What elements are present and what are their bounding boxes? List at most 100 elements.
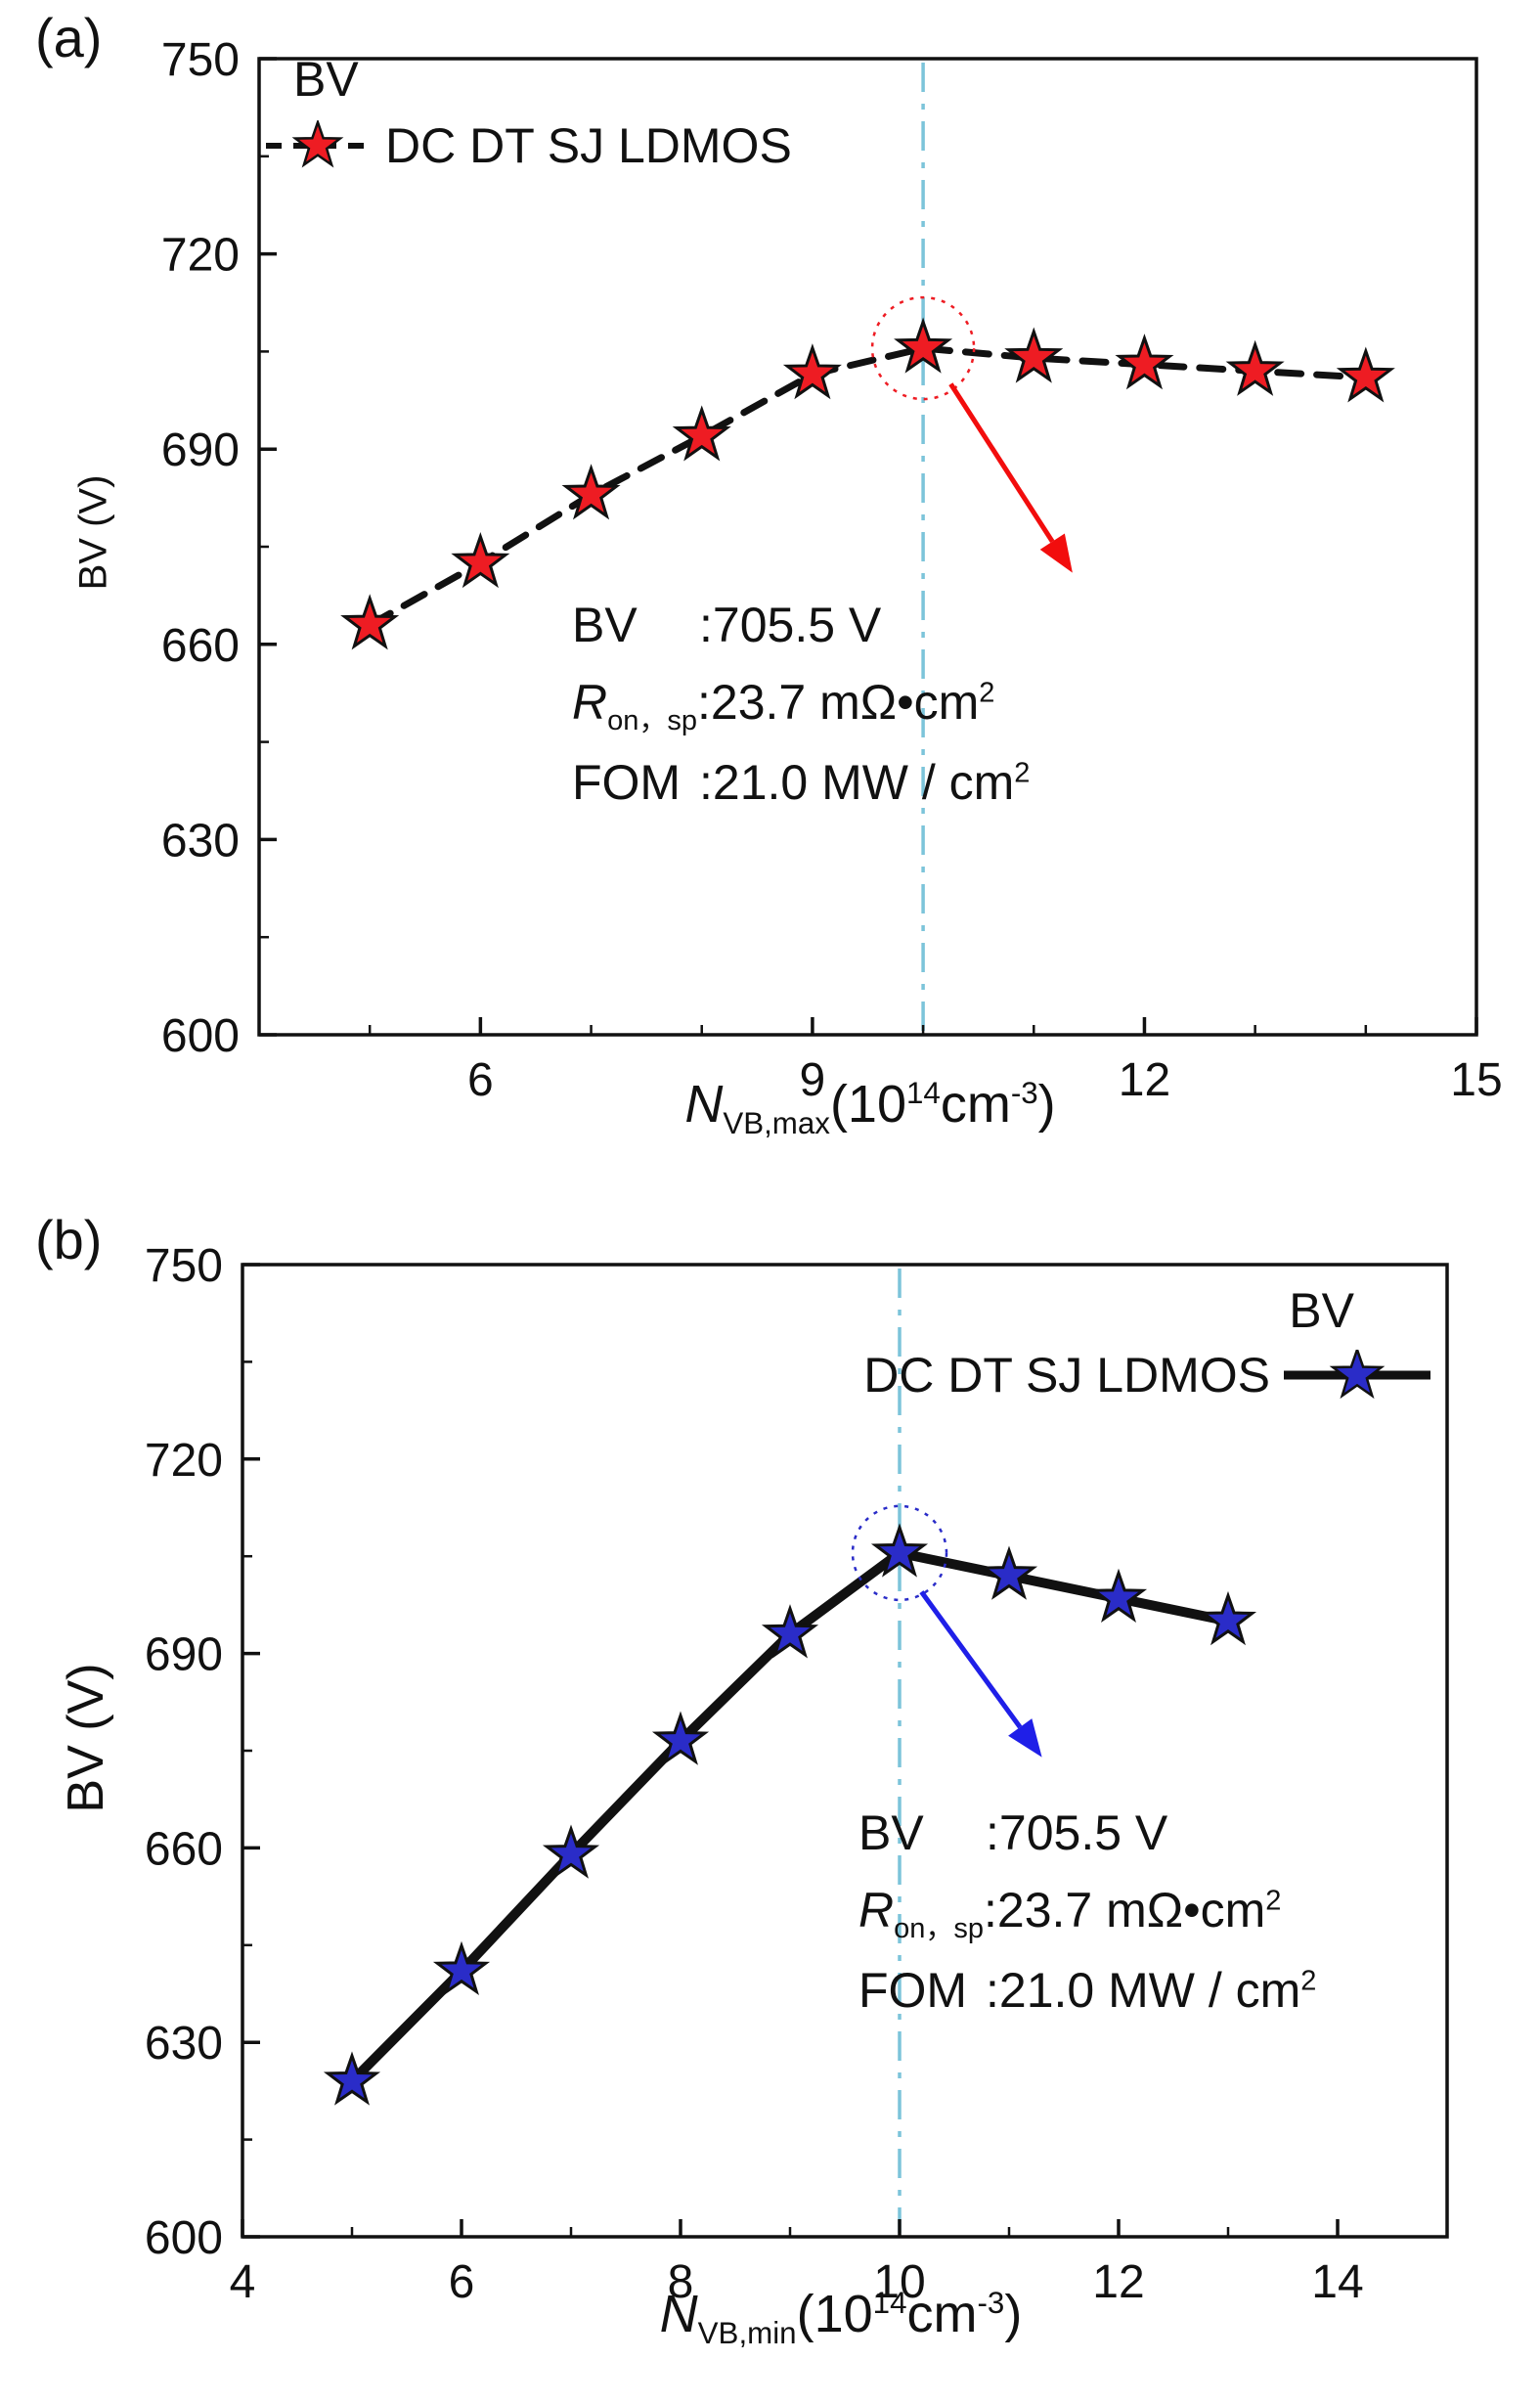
- x-label-symbol: N: [684, 1075, 724, 1134]
- annotation-ron-value: :23.7 mΩ•cm: [984, 1883, 1266, 1937]
- x-label-exponent: 14: [906, 1076, 941, 1110]
- x-label-unit-exponent: -3: [977, 2286, 1005, 2320]
- y-tick-label: 750: [161, 34, 240, 86]
- annotation-bv-value: :705.5 V: [986, 1805, 1168, 1860]
- annotation-fom-line: FOM :21.0 MW / cm2: [858, 1952, 1316, 2029]
- x-label-close: ): [1037, 1075, 1056, 1134]
- data-point-star: [1115, 334, 1174, 390]
- annotation-a: BV:705.5 V Ron，sp:23.7 mΩ•cm2 FOM:21.0 M…: [572, 587, 1030, 822]
- data-point-star: [651, 1711, 710, 1765]
- y-tick-label: 660: [145, 1823, 223, 1875]
- x-label-unit-exponent: -3: [1010, 1076, 1038, 1110]
- data-point-star: [870, 1523, 929, 1578]
- y-axis-label-a: BV (V): [71, 474, 115, 591]
- highlight-circle: [870, 295, 976, 401]
- axes: 6 9 12 15 600 630 660 690 720 750: [161, 34, 1503, 1106]
- y-tick-label: 600: [145, 2212, 223, 2264]
- legend-star-icon: [291, 120, 344, 168]
- chart-b-plot: 4 6 8 10 12 14 600 630 660 690 720 750: [145, 1240, 1449, 2308]
- x-tick-label: 14: [1311, 2256, 1363, 2308]
- x-label-unit: cm: [940, 1075, 1011, 1134]
- annotation-fom-label: FOM: [572, 754, 682, 810]
- x-label-prefix: (10: [829, 1075, 906, 1134]
- x-label-prefix: (10: [796, 2285, 873, 2343]
- legend-title: BV: [293, 52, 359, 107]
- annotation-fom-value: :21.0 MW / cm: [986, 1962, 1301, 2018]
- x-label-close: ): [1004, 2285, 1023, 2343]
- annotation-ron-line: Ron，sp:23.7 mΩ•cm2: [572, 664, 1030, 744]
- annotation-arrow-head: [1039, 533, 1073, 573]
- legend-series-label: DC DT SJ LDMOS: [385, 118, 792, 173]
- annotation-ron-symbol: R: [572, 675, 608, 730]
- data-point-star: [1336, 346, 1395, 403]
- annotation-bv-label: BV: [858, 1805, 924, 1860]
- y-axis-label-b: BV (V): [58, 1663, 114, 1813]
- y-tick-label: 690: [161, 424, 240, 476]
- annotation-b: BV:705.5 V Ron，sp:23.7 mΩ•cm2 FOM:21.0 M…: [858, 1795, 1316, 2029]
- annotation-fom-exponent: 2: [1300, 1965, 1317, 1997]
- annotation-arrow: [948, 382, 1055, 544]
- legend-solid-line-star-icon: [1284, 1350, 1430, 1400]
- legend-entry: DC DT SJ LDMOS: [863, 1347, 1430, 1403]
- data-point-star: [1225, 339, 1285, 396]
- panel-a: 6 9 12 15 600 630 660 690 720 750 (a) BV (V) NVB,…: [35, 7, 1503, 1141]
- legend-star-icon: [1329, 1350, 1386, 1400]
- data-point-star: [782, 343, 842, 400]
- data-point-star: [340, 594, 400, 650]
- highlight-circle: [851, 1504, 948, 1602]
- series-line: [366, 344, 1370, 629]
- legend-a: BV DC DT SJ LDMOS: [264, 51, 792, 174]
- annotation-bv-line: BV:705.5 V: [572, 587, 1030, 664]
- x-label-exponent: 14: [872, 2286, 907, 2320]
- annotation-fom-line: FOM :21.0 MW / cm2: [572, 744, 1030, 822]
- annotation-fom-exponent: 2: [1014, 757, 1031, 789]
- data-point-star: [451, 532, 510, 589]
- y-tick-label: 630: [145, 2018, 223, 2070]
- annotation-ron-subscript: on，sp: [894, 1913, 984, 1944]
- annotation-ron-symbol: R: [858, 1883, 895, 1937]
- x-tick-label: 12: [1092, 2256, 1144, 2308]
- annotation-arrow-head: [1008, 1718, 1042, 1758]
- x-axis-label-b: NVB,min(1014cm-3): [518, 2284, 1164, 2351]
- y-tick-label: 630: [161, 815, 240, 867]
- annotation-ron-subscript: on，sp: [607, 705, 697, 736]
- annotation-fom-value: :21.0 MW / cm: [699, 754, 1015, 810]
- panel-label-b: (b): [35, 1209, 103, 1270]
- annotation-bv-label: BV: [572, 598, 638, 652]
- annotation-ron-line: Ron，sp:23.7 mΩ•cm2: [858, 1872, 1316, 1952]
- annotation-bv-line: BV :705.5 V: [858, 1795, 1316, 1872]
- panel-b: 4 6 8 10 12 14 600 630 660 690 720 750 (b) BV (V) N…: [0, 1202, 1540, 2405]
- x-tick-label: 6: [449, 2256, 475, 2308]
- annotation-ron-value: :23.7 mΩ•cm: [697, 675, 980, 730]
- x-tick-label: 12: [1119, 1054, 1170, 1106]
- data-point-star: [1089, 1568, 1148, 1624]
- x-label-unit: cm: [906, 2285, 978, 2343]
- data-point-star: [672, 405, 731, 462]
- plot-frame: [257, 57, 1478, 1037]
- x-tick-label: 9: [800, 1054, 826, 1106]
- annotation-fom-label: FOM: [858, 1962, 968, 2018]
- x-tick-label: 6: [467, 1054, 494, 1106]
- data-point-star: [1004, 327, 1064, 383]
- x-axis-label-a: NVB,max(1014cm-3): [548, 1074, 1193, 1141]
- annotation-arrow: [919, 1590, 1023, 1729]
- x-tick-label: 4: [230, 2256, 256, 2308]
- data-point-star: [323, 2051, 381, 2106]
- x-label-subscript: VB,max: [723, 1105, 830, 1140]
- x-tick-label: 15: [1450, 1054, 1502, 1106]
- y-tick-label: 750: [145, 1240, 223, 1292]
- x-label-symbol: N: [659, 2285, 698, 2343]
- axes: 4 6 8 10 12 14 600 630 660 690 720 750: [145, 1240, 1449, 2308]
- chart-a-plot: 6 9 12 15 600 630 660 690 720 750: [161, 34, 1503, 1106]
- data-point-star: [1199, 1590, 1257, 1646]
- panel-label-a: (a): [35, 7, 103, 68]
- data-point-star: [761, 1604, 819, 1659]
- legend-series-label: DC DT SJ LDMOS: [863, 1348, 1270, 1403]
- legend-b: BV DC DT SJ LDMOS: [863, 1282, 1430, 1403]
- y-tick-label: 660: [161, 620, 240, 672]
- data-point-star: [980, 1545, 1038, 1600]
- data-point-star: [432, 1940, 491, 1996]
- data-point-star: [894, 317, 953, 374]
- y-tick-label: 720: [145, 1435, 223, 1487]
